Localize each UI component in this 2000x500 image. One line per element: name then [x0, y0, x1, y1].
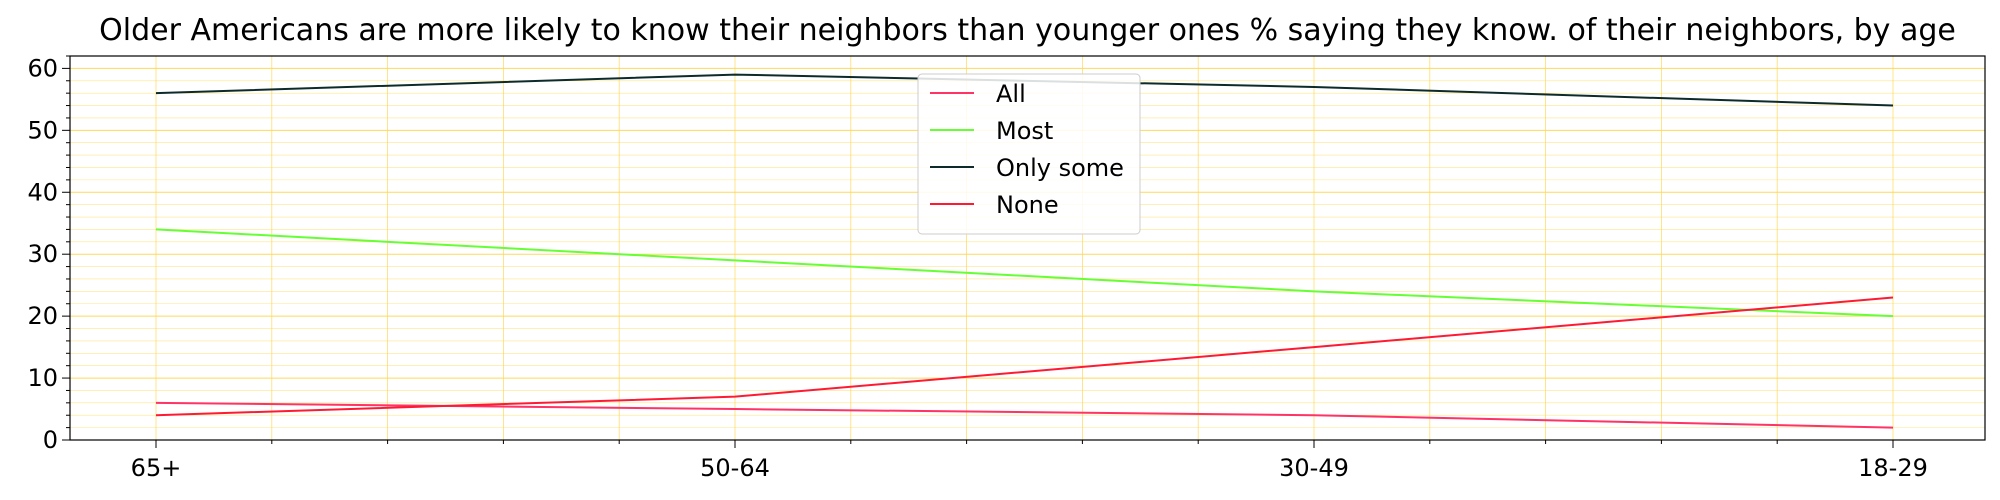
- plot-frame: [69, 55, 1986, 441]
- legend-box: [917, 73, 1141, 235]
- y-tick-label: 30: [27, 240, 58, 268]
- y-tick-label: 60: [27, 54, 58, 82]
- x-tick-label: 50-64: [700, 454, 770, 482]
- series-line-none: [155, 296, 1894, 417]
- legend-label: All: [996, 80, 1026, 108]
- x-tick-label: 30-49: [1279, 454, 1349, 482]
- y-axis: 0 10 20 30 40 50 60: [27, 54, 70, 454]
- legend-label: Only some: [996, 154, 1124, 182]
- y-tick-label: 10: [27, 364, 58, 392]
- legend-label: Most: [996, 117, 1053, 145]
- legend-label: None: [996, 191, 1059, 219]
- chart-title: Older Americans are more likely to know …: [99, 13, 1956, 48]
- x-axis: 65+ 50-64 30-49 18-29: [131, 440, 1928, 482]
- y-tick-label: 40: [27, 178, 58, 206]
- y-tick-label: 50: [27, 116, 58, 144]
- legend: All Most Only some None: [917, 73, 1141, 235]
- series-line-most: [155, 228, 1894, 318]
- y-tick-label: 20: [27, 302, 58, 330]
- x-tick-label: 18-29: [1858, 454, 1928, 482]
- y-tick-label: 0: [43, 426, 58, 454]
- x-tick-label: 65+: [131, 454, 182, 482]
